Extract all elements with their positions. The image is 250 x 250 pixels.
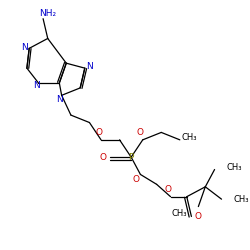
Text: O: O bbox=[132, 175, 139, 184]
Text: N: N bbox=[21, 42, 28, 52]
Text: CH₃: CH₃ bbox=[226, 162, 242, 172]
Text: N: N bbox=[56, 94, 63, 104]
Text: O: O bbox=[195, 212, 202, 221]
Text: CH₃: CH₃ bbox=[181, 133, 197, 142]
Text: O: O bbox=[165, 185, 172, 194]
Text: N: N bbox=[33, 81, 40, 90]
Text: NH₂: NH₂ bbox=[39, 9, 56, 18]
Text: O: O bbox=[137, 128, 144, 137]
Text: P: P bbox=[128, 153, 134, 162]
Text: CH₃: CH₃ bbox=[171, 210, 187, 218]
Text: O: O bbox=[100, 153, 107, 162]
Text: CH₃: CH₃ bbox=[233, 195, 248, 204]
Text: N: N bbox=[86, 62, 93, 72]
Text: O: O bbox=[95, 128, 102, 137]
